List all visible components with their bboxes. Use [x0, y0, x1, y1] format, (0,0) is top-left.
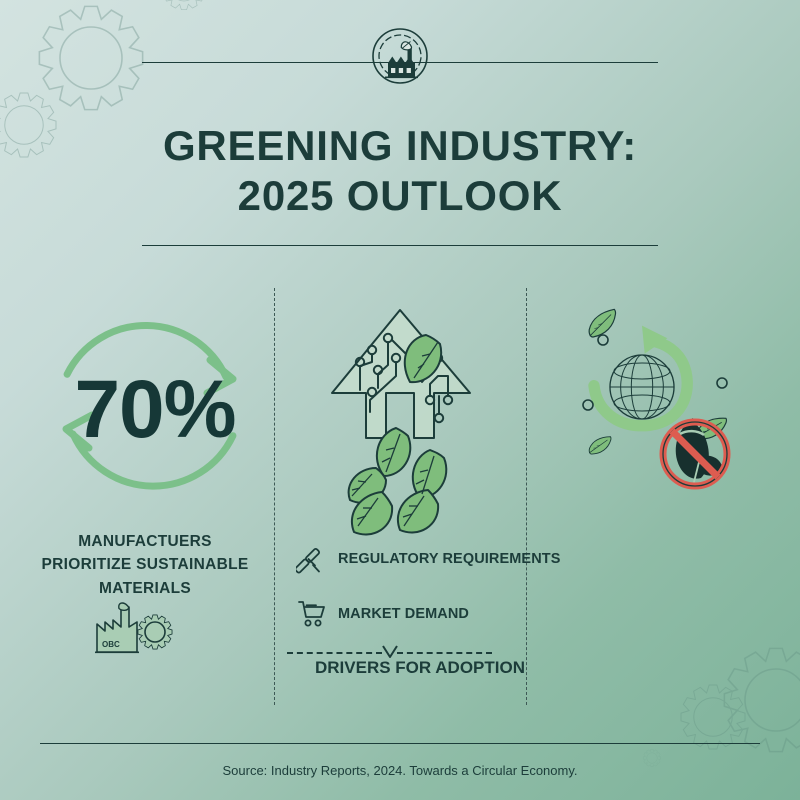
svg-text:OBC: OBC	[102, 640, 120, 649]
